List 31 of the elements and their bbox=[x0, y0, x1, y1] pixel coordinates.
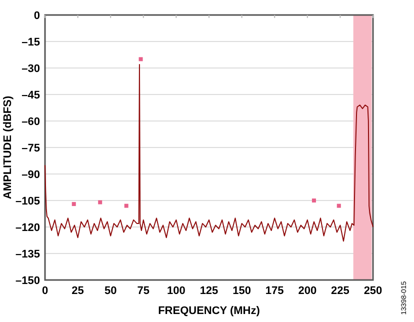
x-tick-label: 50 bbox=[104, 285, 117, 297]
line-series bbox=[44, 64, 374, 242]
point bbox=[336, 204, 341, 208]
x-tick-label: 250 bbox=[364, 285, 382, 297]
y-tick-label: –105 bbox=[16, 196, 40, 208]
x-tick-label: 225 bbox=[331, 285, 350, 297]
y-tick-label: –30 bbox=[22, 63, 40, 75]
point bbox=[312, 198, 316, 202]
y-axis-title: AMPLITUDE (dBFS) bbox=[2, 96, 14, 200]
y-tick-label: –75 bbox=[22, 142, 40, 154]
point bbox=[124, 204, 128, 208]
x-tick-label: 0 bbox=[42, 285, 48, 297]
point bbox=[72, 202, 76, 206]
y-tick-label: –45 bbox=[22, 90, 40, 102]
x-axis-title: FREQUENCY (MHz) bbox=[158, 305, 260, 317]
x-tick-label: 25 bbox=[72, 285, 84, 297]
y-tick-label: –15 bbox=[22, 36, 40, 48]
y-tick-label: 0 bbox=[34, 10, 40, 22]
y-tick-label: –60 bbox=[22, 116, 40, 128]
y-tick-label: –90 bbox=[22, 169, 40, 181]
x-tick-label: 200 bbox=[298, 285, 317, 297]
x-tick-label: 125 bbox=[200, 285, 218, 297]
x-tick-label: 175 bbox=[265, 285, 284, 297]
y-tick-label: –150 bbox=[16, 275, 40, 287]
y-tick-label: –120 bbox=[16, 222, 40, 234]
x-tick-label: 150 bbox=[232, 285, 251, 297]
x-tick-label: 100 bbox=[167, 285, 186, 297]
y-tick-label: –135 bbox=[16, 248, 40, 260]
x-tick-label: 75 bbox=[137, 285, 150, 297]
point bbox=[98, 200, 102, 204]
point bbox=[138, 57, 143, 62]
